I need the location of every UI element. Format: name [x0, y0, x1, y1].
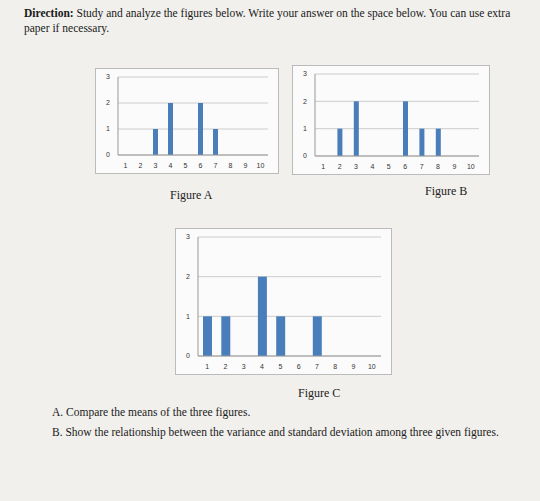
svg-text:3: 3: [303, 70, 307, 77]
svg-text:7: 7: [214, 162, 218, 169]
html-text:Figure C: Figure C: [298, 386, 341, 400]
svg-text:2: 2: [139, 162, 143, 169]
svg-text:1: 1: [106, 125, 110, 132]
svg-text:6: 6: [297, 363, 301, 370]
svg-text:5: 5: [184, 162, 188, 169]
svg-text:5: 5: [387, 163, 391, 170]
svg-text:1: 1: [321, 163, 325, 170]
svg-text:10: 10: [257, 162, 265, 169]
svg-text:4: 4: [370, 163, 374, 170]
svg-text:2: 2: [106, 99, 110, 106]
svg-text:4: 4: [169, 162, 173, 169]
svg-text:6: 6: [403, 163, 407, 170]
html-text:Figure B: Figure B: [425, 184, 468, 198]
html-text:Direction: Study and analyze t: Direction: Study and analyze the figures…: [24, 7, 511, 34]
svg-text:6: 6: [199, 162, 203, 169]
svg-text:2: 2: [223, 363, 227, 370]
svg-text:0: 0: [303, 152, 307, 159]
svg-text:1: 1: [186, 313, 190, 320]
html-text:A. Compare the means of the th: A. Compare the means of the three figure…: [52, 406, 251, 418]
svg-text:2: 2: [186, 273, 190, 280]
svg-text:1: 1: [303, 125, 307, 132]
svg-text:10: 10: [368, 363, 376, 370]
svg-text:3: 3: [354, 163, 358, 170]
svg-text:9: 9: [452, 163, 456, 170]
svg-text:2: 2: [338, 163, 342, 170]
svg-text:4: 4: [260, 363, 264, 370]
svg-text:1: 1: [205, 363, 209, 370]
svg-text:9: 9: [244, 162, 248, 169]
svg-text:3: 3: [186, 233, 190, 240]
svg-text:8: 8: [333, 363, 337, 370]
svg-text:8: 8: [436, 163, 440, 170]
svg-text:1: 1: [124, 162, 128, 169]
svg-text:3: 3: [154, 162, 158, 169]
svg-text:8: 8: [229, 162, 233, 169]
html-text:B. Show the relationship betwe: B. Show the relationship between the var…: [52, 426, 499, 438]
svg-text:10: 10: [467, 163, 475, 170]
svg-text:5: 5: [278, 363, 282, 370]
html-text:Figure A: Figure A: [170, 188, 213, 202]
svg-text:0: 0: [106, 151, 110, 158]
svg-text:0: 0: [186, 352, 190, 359]
svg-text:7: 7: [420, 163, 424, 170]
svg-text:9: 9: [352, 363, 356, 370]
svg-text:2: 2: [303, 98, 307, 105]
svg-text:3: 3: [106, 73, 110, 80]
svg-text:3: 3: [242, 363, 246, 370]
svg-text:7: 7: [315, 363, 319, 370]
